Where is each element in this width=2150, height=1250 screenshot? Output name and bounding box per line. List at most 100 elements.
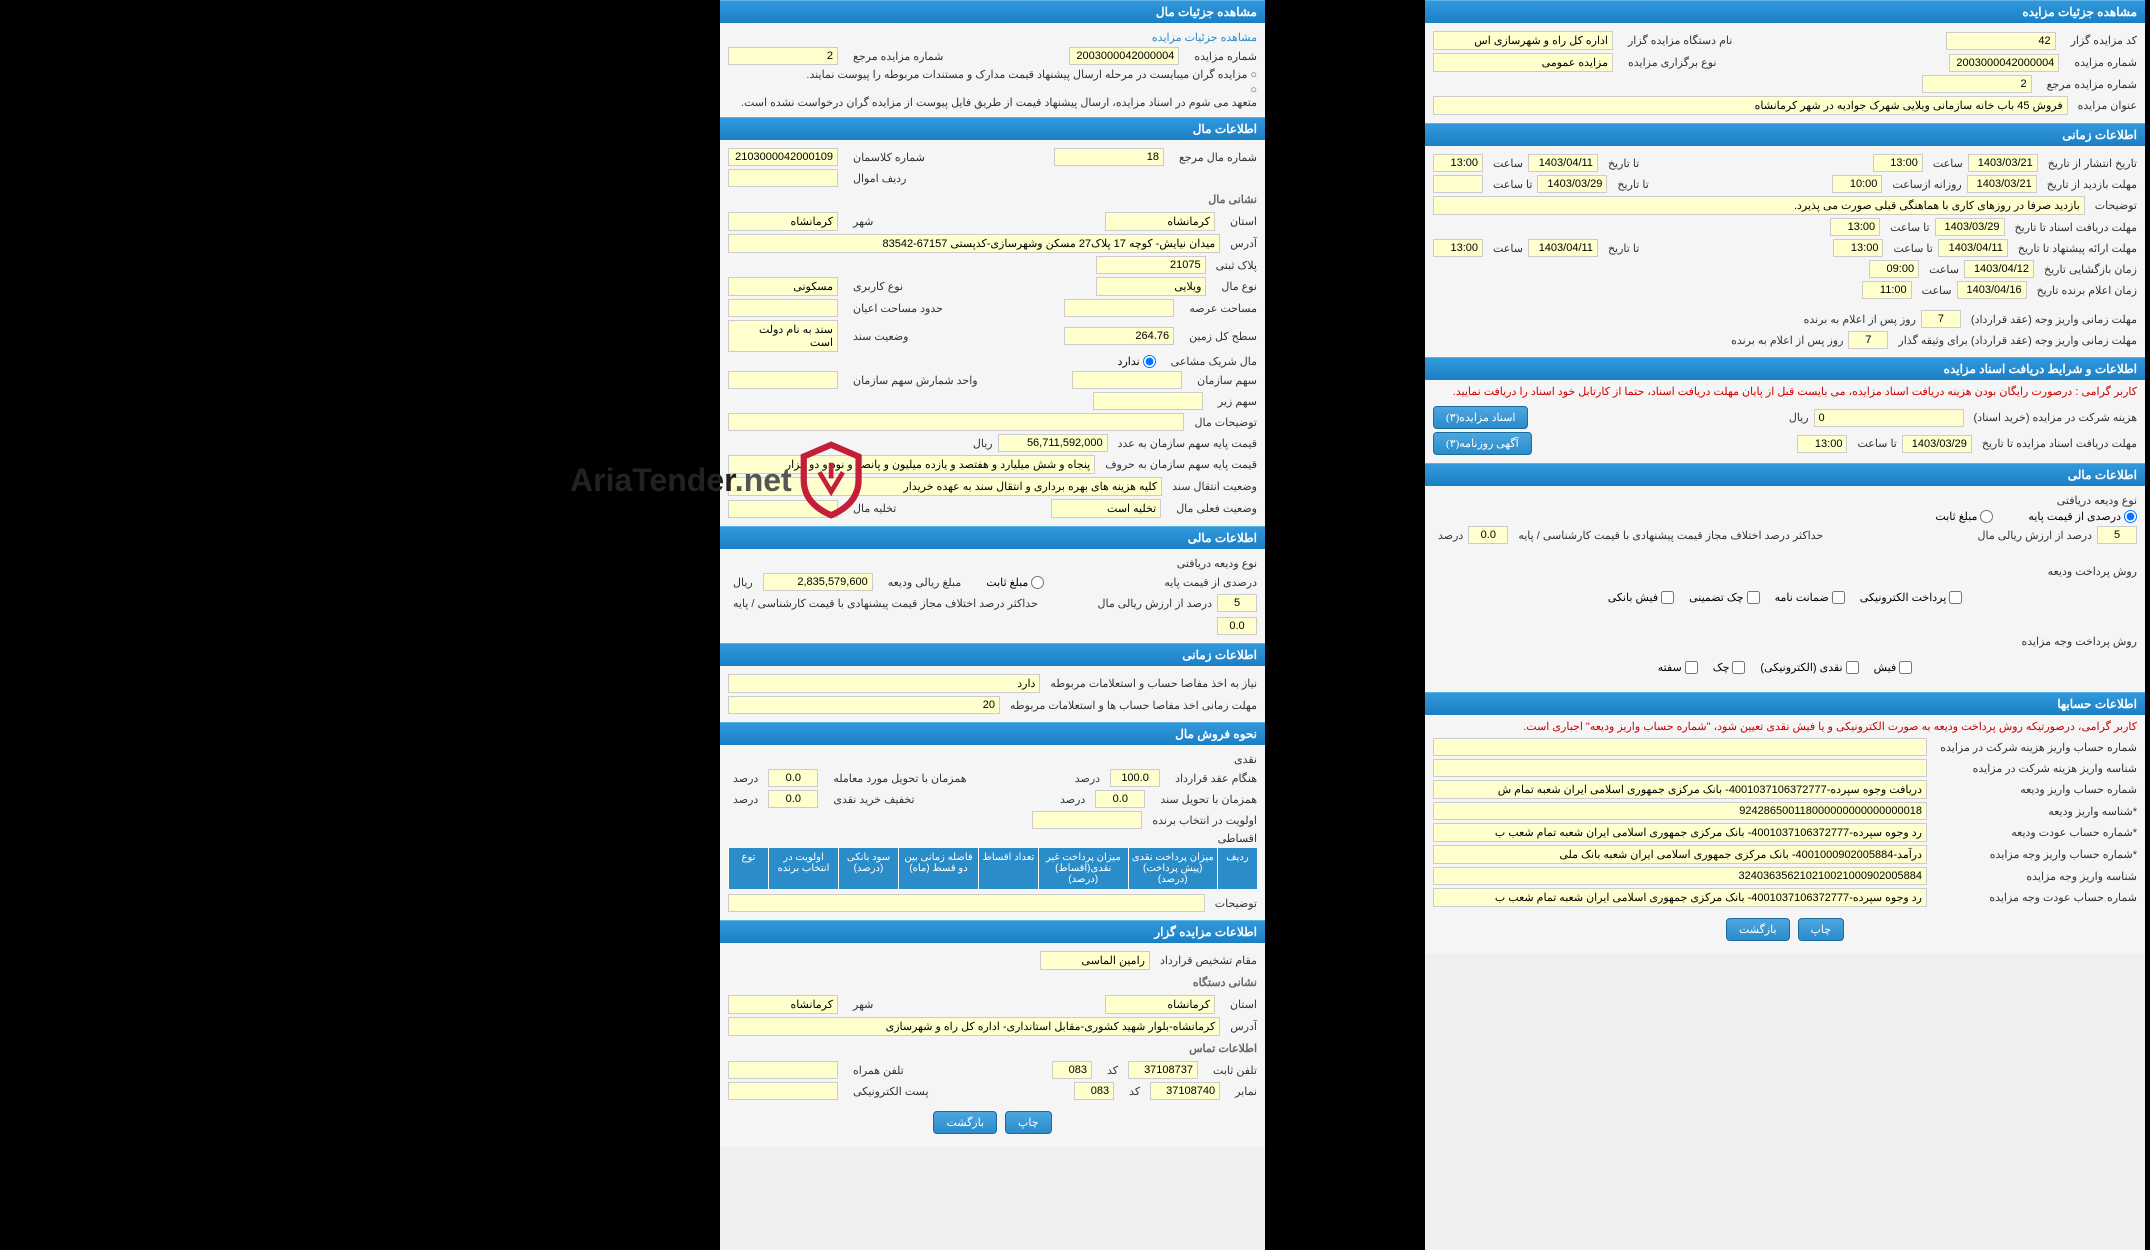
lbl: هزینه شرکت در مزایده (خرید اسناد) [1974,411,2137,424]
ap4-check[interactable] [1685,661,1698,674]
account-field [1433,738,1927,756]
print-button2[interactable]: چاپ [1005,1111,1052,1134]
pm1-check[interactable] [1949,591,1962,604]
fld: 13:00 [1873,154,1923,172]
lbl: تا ساعت [1857,437,1896,450]
red-notice: کاربر گرامی : درصورت رایگان بودن هزینه د… [1433,385,2137,398]
account-field: 924286500118000000000000000018 [1433,802,1927,820]
print-button[interactable]: چاپ [1798,918,1845,941]
percent-radio[interactable] [2124,510,2137,523]
fld: 1403/04/11 [1528,154,1598,172]
lbl: نوع ودیعه دریافتی [2057,494,2137,507]
lbl: نیاز به اخذ مفاصا حساب و استعلامات مربوط… [1050,677,1257,690]
lsec6-header: اطلاعات مزایده گزار [720,920,1265,943]
fld: 20 [728,696,1000,714]
fld: 0.0 [768,790,818,808]
pm3-check[interactable] [1747,591,1760,604]
pm4-check[interactable] [1661,591,1674,604]
lbl: ردیف اموال [853,172,906,185]
lbl: روش پرداخت وجه مزایده [2021,635,2137,648]
ref-num-field: 2 [1922,75,2032,93]
fld: 09:00 [1869,260,1919,278]
fld [1072,371,1182,389]
fld: 100.0 [1110,769,1160,787]
lbl: توضیحات مال [1194,416,1257,429]
details-link[interactable]: مشاهده جزئیات مزایده [1152,31,1257,44]
lbl: حداکثر درصد اختلاف مجاز قیمت پیشنهادی با… [733,597,1038,610]
lbl: قیمت پایه سهم سازمان به عدد [1118,437,1257,450]
lbl: آدرس [1230,237,1257,250]
lbl: نوع مال [1221,280,1257,293]
fld: 13:00 [1797,435,1847,453]
back-button[interactable]: بازگشت [1726,918,1790,941]
fld: 1403/04/11 [1528,239,1598,257]
fld: تخلیه است [1051,499,1161,518]
ap2-check[interactable] [1846,661,1859,674]
lbl: توضیحات [1215,897,1257,910]
fld: 1403/04/16 [1957,281,2027,299]
lbl: شماره کلاسمان [853,151,925,164]
fld: رامین الماسی [1040,951,1150,970]
fld: دارد [728,674,1040,693]
fld [728,1082,838,1100]
fld: 0.0 [1217,617,1257,635]
lbl: سفته [1658,661,1682,674]
fld: 2003000042000004 [1069,47,1179,65]
fld: کرمانشاه [1105,995,1215,1014]
ap3-check[interactable] [1732,661,1745,674]
lbl: شماره حساب واریز ودیعه [1937,783,2137,796]
lbl: مهلت زمانی اخذ مفاصا حساب ها و استعلامات… [1010,699,1257,712]
lbl: تخفیف خرید نقدی [833,793,914,806]
no-radio[interactable] [1143,355,1156,368]
lbl: نقدی [1234,753,1257,766]
lbl: ریال [733,576,753,589]
lbl: اولویت در انتخاب برنده [1152,814,1257,827]
shield-icon [792,425,870,535]
contact-header: اطلاعات تماس [728,1039,1257,1058]
lbl: درصدی از قیمت پایه [2028,510,2121,523]
lbl: مهلت بازدید از تاریخ [2047,178,2137,191]
news-button[interactable]: آگهی روزنامه(۳) [1433,432,1532,455]
lbl: ندارد [1118,355,1140,368]
suffix: .net [735,462,792,498]
note2: متعهد می شوم در اسناد مزایده، ارسال پیشن… [741,96,1257,109]
lbl: ساعت [1929,263,1959,276]
fld: کرمانشاه [728,995,838,1014]
lbl: همزمان با تحویل مورد معامله [833,772,966,785]
lbl: ریال [973,437,993,450]
lbl: تا تاریخ [1608,157,1639,170]
red-notice2: کاربر گرامی، درصورتیکه روش پرداخت ودیعه … [1433,720,2137,733]
lbl: سطح کل زمین [1189,330,1257,343]
fld [728,371,838,389]
lbl: درصدی از قیمت پایه [1164,576,1257,589]
fld: ویلایی [1096,277,1206,296]
logo: AriaTender.net [570,420,870,540]
auction-type-field: مزایده عمومی [1433,53,1613,72]
auction-num-label: شماره مزایده [2074,56,2137,69]
lbl: درصد [1075,772,1100,785]
ap1-check[interactable] [1899,661,1912,674]
pm2-check[interactable] [1832,591,1845,604]
fld: 1403/03/21 [1967,175,2037,193]
addr-header: نشانی مال [728,190,1257,209]
fld: کرمانشاه [1105,212,1215,231]
fixed-radio[interactable] [1980,510,1993,523]
lbl: همزمان با تحویل سند [1160,793,1257,806]
fixed-radio2[interactable] [1031,576,1044,589]
back-button2[interactable]: بازگشت [933,1111,997,1134]
fld: 10:00 [1832,175,1882,193]
docs-button[interactable]: اسناد مزایده(۳) [1433,406,1528,429]
guarantee-days: 7 [1848,331,1888,349]
fld: 11:00 [1862,281,1912,299]
lbl: تلفن همراه [853,1064,904,1077]
lbl: روش پرداخت ودیعه [2048,565,2137,578]
fld [728,1061,838,1079]
lbl: مساحت عرصه [1189,302,1257,315]
lbl: مبلغ ریالی ودیعه [888,576,962,589]
fld [1032,811,1142,829]
lbl: فیش [1874,661,1897,674]
ref-num-label: شماره مزایده مرجع [2047,78,2137,91]
lbl: اقساطی [1218,832,1257,845]
lbl: روز پس از اعلام به برنده [1731,334,1843,347]
fld [728,894,1205,912]
